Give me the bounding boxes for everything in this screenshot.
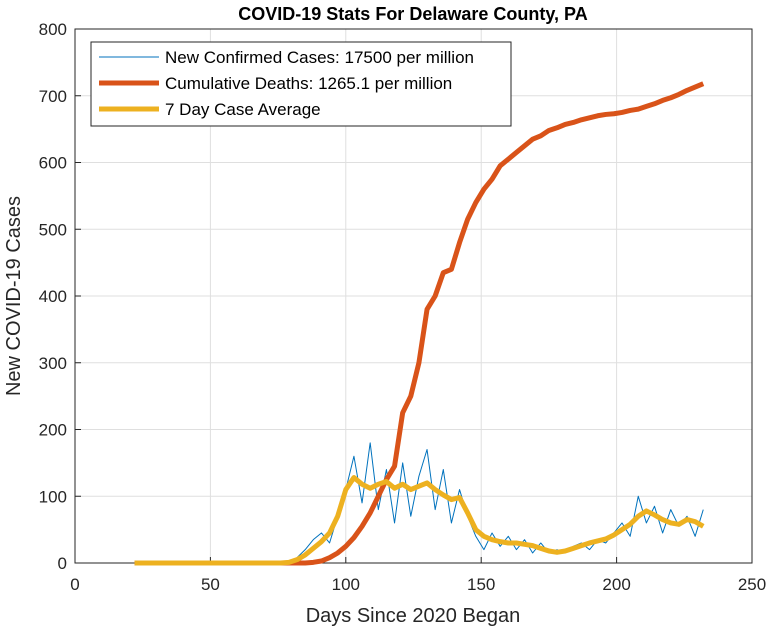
legend-label: Cumulative Deaths: 1265.1 per million [165, 74, 452, 93]
legend-box [90, 41, 512, 127]
x-axis-label: Days Since 2020 Began [306, 605, 521, 627]
x-tick-label: 100 [332, 575, 360, 594]
y-tick-label: 100 [39, 487, 67, 506]
y-tick-label: 500 [39, 220, 67, 239]
y-tick-label: 0 [58, 554, 67, 573]
y-tick-label: 800 [39, 20, 67, 39]
y-tick-label: 400 [39, 287, 67, 306]
legend-label: New Confirmed Cases: 17500 per million [165, 48, 474, 67]
x-tick-label: 50 [201, 575, 220, 594]
y-tick-label: 300 [39, 354, 67, 373]
data-line [134, 475, 705, 566]
x-tick-label: 200 [602, 575, 630, 594]
y-axis-label: New COVID-19 Cases [3, 196, 25, 396]
y-tick-label: 700 [39, 87, 67, 106]
y-tick-label: 200 [39, 421, 67, 440]
chart-title: COVID-19 Stats For Delaware County, PA [238, 4, 587, 24]
x-tick-label: 150 [467, 575, 495, 594]
x-tick-label: 250 [738, 575, 766, 594]
x-tick-label: 0 [70, 575, 79, 594]
plot-frame [74, 28, 753, 564]
legend-label: 7 Day Case Average [165, 100, 321, 119]
y-tick-label: 600 [39, 154, 67, 173]
